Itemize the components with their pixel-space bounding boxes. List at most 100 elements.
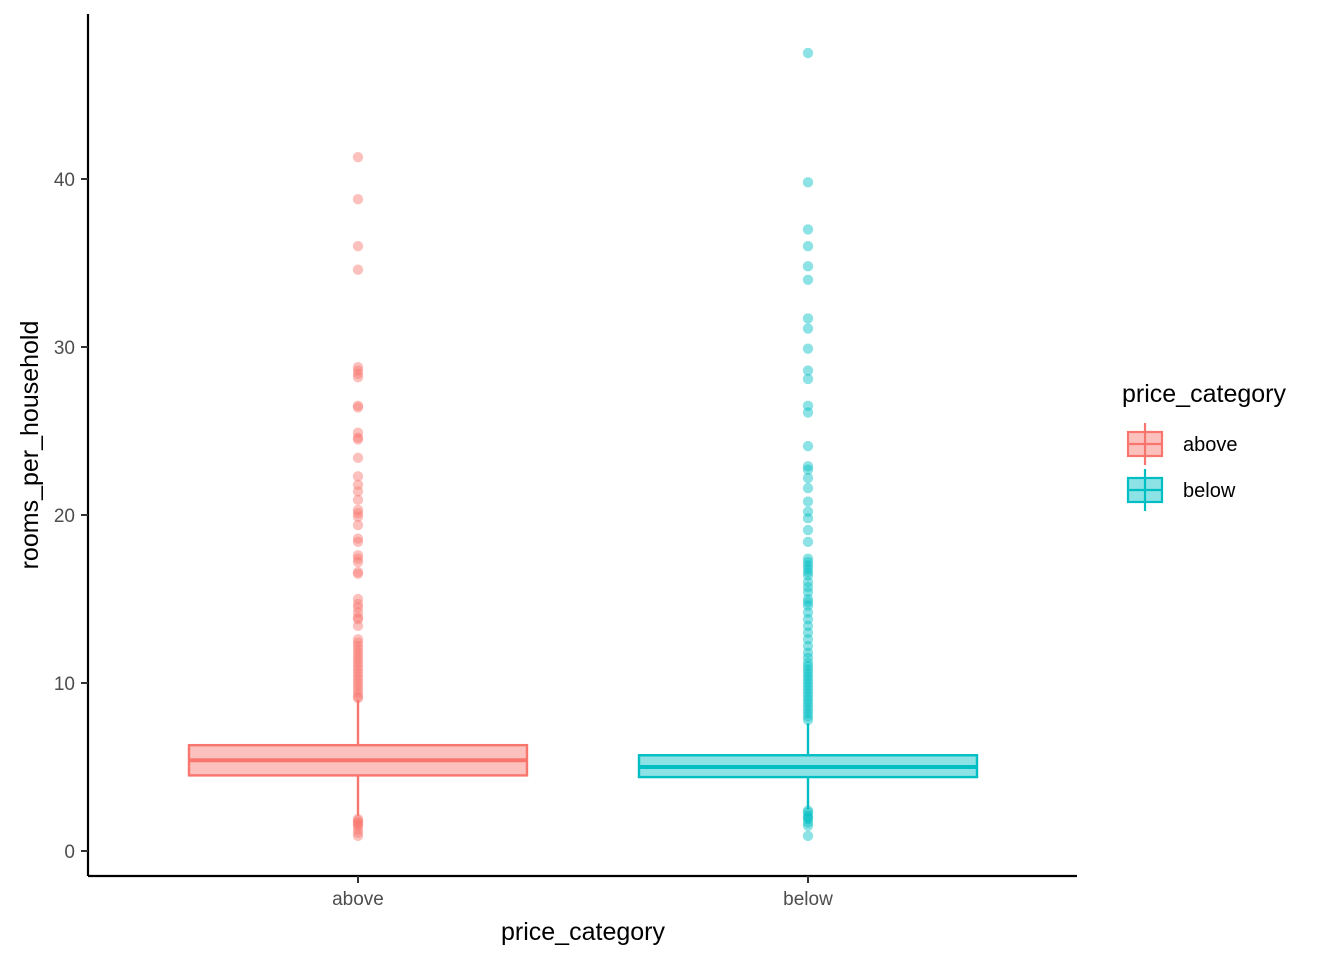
- outlier-point: [802, 47, 814, 59]
- outlier-point: [352, 661, 364, 672]
- outlier-point: [802, 323, 814, 334]
- outlier-point: [802, 701, 814, 712]
- outlier-point: [352, 684, 364, 695]
- outlier-point: [802, 812, 814, 823]
- legend-key-below: [1126, 469, 1164, 511]
- outlier-point: [802, 697, 814, 709]
- outlier-point: [802, 620, 814, 632]
- outlier-point: [802, 681, 814, 692]
- outlier-point: [802, 313, 814, 324]
- outlier-point: [352, 654, 364, 665]
- y-tick-label: 20: [54, 506, 75, 527]
- outlier-point: [352, 650, 364, 662]
- outlier-point: [352, 818, 364, 830]
- outlier-point: [352, 193, 364, 205]
- outlier-point: [352, 504, 364, 516]
- outlier-point: [802, 597, 814, 608]
- outlier-point: [802, 813, 814, 825]
- outlier-point: [352, 827, 364, 838]
- legend-title: price_category: [1122, 380, 1286, 408]
- outlier-point: [352, 657, 364, 669]
- outlier-point: [802, 607, 814, 618]
- outlier-point: [802, 600, 814, 611]
- outlier-point: [802, 587, 814, 598]
- outlier-point: [352, 612, 364, 623]
- legend-label-below: below: [1183, 480, 1236, 502]
- outlier-point: [352, 620, 364, 632]
- outlier-point: [352, 647, 364, 658]
- outlier-point: [352, 613, 364, 625]
- outlier-point: [352, 687, 364, 699]
- outlier-point: [802, 524, 814, 536]
- outlier-point: [802, 496, 814, 507]
- outlier-point: [352, 372, 364, 383]
- outlier-point: [352, 640, 364, 652]
- outlier-point: [802, 563, 814, 574]
- outlier-point: [352, 602, 364, 613]
- outlier-point: [802, 820, 814, 831]
- outlier-point: [802, 694, 814, 705]
- outlier-point: [802, 482, 814, 494]
- outlier-point: [802, 224, 814, 235]
- outlier-point: [352, 368, 364, 380]
- outlier-point: [802, 708, 814, 719]
- outlier-point: [352, 813, 364, 825]
- outlier-point: [352, 823, 364, 835]
- outlier-point: [802, 261, 814, 272]
- outlier-point: [802, 560, 814, 571]
- outlier-point: [352, 432, 364, 443]
- outlier-point: [352, 830, 364, 842]
- outlier-point: [802, 657, 814, 669]
- outlier-point: [352, 667, 364, 679]
- outlier-point: [352, 536, 364, 548]
- outlier-point: [352, 264, 364, 275]
- plot-area: [187, 47, 979, 842]
- outlier-point: [352, 593, 364, 605]
- outlier-point: [802, 677, 814, 689]
- outlier-point: [802, 817, 814, 828]
- outlier-point: [802, 647, 814, 658]
- outlier-point: [802, 684, 814, 695]
- outlier-point: [802, 671, 814, 682]
- outlier-point: [352, 664, 364, 675]
- y-axis-title: rooms_per_household: [16, 321, 44, 570]
- outlier-point: [352, 566, 364, 578]
- outlier-point: [352, 691, 364, 702]
- outlier-point: [802, 553, 814, 564]
- outlier-point: [802, 241, 814, 252]
- outlier-point: [802, 365, 814, 376]
- outlier-point: [352, 568, 364, 579]
- outlier-point: [802, 613, 814, 625]
- outlier-point: [352, 553, 364, 564]
- outlier-point: [802, 556, 814, 568]
- outlier-point: [352, 508, 364, 519]
- outlier-point: [352, 365, 364, 376]
- legend-key-above: [1126, 423, 1164, 465]
- outlier-point: [802, 513, 814, 524]
- outlier-point: [802, 400, 814, 411]
- outlier-point: [802, 664, 814, 675]
- outlier-point: [352, 644, 364, 655]
- outlier-point: [352, 817, 364, 828]
- y-tick-label: 40: [54, 170, 75, 191]
- outlier-point: [802, 691, 814, 702]
- outlier-point: [352, 677, 364, 689]
- outlier-point: [802, 472, 814, 484]
- outlier-point: [802, 536, 814, 548]
- outlier-point: [802, 373, 814, 385]
- outlier-point: [352, 402, 364, 413]
- outlier-point: [802, 582, 814, 593]
- outlier-point: [802, 274, 814, 285]
- outlier-point: [352, 692, 364, 704]
- outlier-point: [352, 519, 364, 531]
- outlier-point: [802, 661, 814, 672]
- outlier-point: [802, 667, 814, 679]
- outlier-point: [352, 607, 364, 618]
- outlier-point: [802, 461, 814, 472]
- outlier-point: [802, 830, 814, 842]
- y-tick-label: 10: [54, 674, 75, 695]
- outlier-point: [802, 634, 814, 645]
- y-axis-ticks: 0 10 20 30 40: [54, 170, 88, 863]
- x-tick-label: above: [332, 889, 384, 910]
